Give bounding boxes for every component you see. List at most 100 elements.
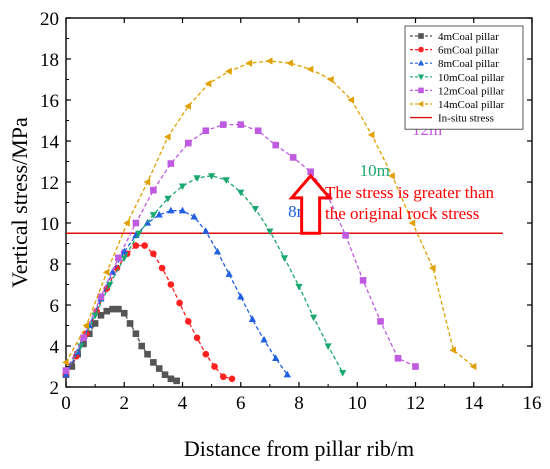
- data-point: [204, 79, 212, 88]
- y-tick-label: 4: [50, 337, 60, 358]
- data-point: [367, 131, 375, 139]
- data-point: [289, 154, 297, 161]
- annotation-text-line2: the original rock stress: [325, 204, 479, 223]
- data-point: [135, 230, 143, 238]
- data-point: [449, 346, 457, 354]
- data-point: [266, 228, 274, 236]
- legend-label: 8mCoal pillar: [438, 58, 499, 70]
- y-tick-label: 16: [40, 91, 59, 112]
- legend-marker: [418, 33, 424, 39]
- data-point: [237, 121, 245, 128]
- x-axis-title: Distance from pillar rib/m: [184, 436, 414, 461]
- data-point: [150, 250, 157, 258]
- data-point: [202, 350, 210, 358]
- data-point: [190, 212, 198, 220]
- data-point: [272, 354, 280, 361]
- data-point: [164, 195, 172, 203]
- data-point: [120, 247, 128, 255]
- data-point: [123, 219, 130, 227]
- data-point: [176, 299, 183, 307]
- data-point: [225, 270, 233, 277]
- y-tick-label: 20: [40, 9, 59, 30]
- series-line: [65, 60, 475, 368]
- data-point: [307, 168, 314, 176]
- legend-box: [404, 25, 524, 130]
- data-point: [342, 232, 349, 239]
- data-point: [76, 343, 85, 350]
- data-point: [280, 255, 289, 262]
- data-point: [219, 121, 227, 128]
- data-point: [211, 363, 218, 370]
- legend-label: 12mCoal pillar: [438, 85, 505, 97]
- legend-marker: [418, 87, 424, 94]
- data-point: [161, 371, 169, 378]
- data-point: [228, 375, 236, 383]
- y-tick-label: 6: [50, 296, 60, 317]
- data-point: [132, 219, 140, 227]
- data-point: [149, 212, 158, 219]
- data-point: [143, 178, 151, 186]
- y-tick-label: 2: [50, 378, 60, 399]
- data-point: [185, 318, 192, 325]
- data-point: [126, 320, 134, 327]
- data-point: [132, 242, 140, 249]
- x-tick-label: 14: [464, 393, 484, 414]
- data-point: [283, 370, 291, 378]
- data-point: [115, 254, 122, 262]
- data-point: [132, 330, 140, 337]
- data-point: [222, 177, 230, 184]
- data-point: [272, 141, 279, 149]
- legend-label: 14mCoal pillar: [438, 99, 505, 111]
- y-tick-label: 8: [50, 255, 60, 276]
- data-point: [109, 305, 116, 313]
- data-point: [167, 160, 175, 167]
- data-point: [408, 219, 416, 227]
- data-point: [260, 335, 268, 343]
- data-point: [193, 334, 201, 342]
- data-point: [324, 343, 332, 350]
- y-axis: 2 4 6 8 10 12 14 16 18 20: [40, 9, 532, 399]
- data-point: [167, 281, 175, 288]
- data-point: [173, 377, 180, 385]
- data-point: [120, 309, 128, 317]
- series-line: [65, 175, 344, 373]
- data-point: [237, 292, 245, 300]
- data-point: [202, 227, 210, 234]
- series-label: 10m: [360, 161, 390, 180]
- data-point: [412, 363, 419, 370]
- series-3: [62, 206, 291, 378]
- data-point: [167, 206, 175, 214]
- data-point: [377, 318, 384, 325]
- y-tick-label: 12: [40, 173, 59, 194]
- data-point: [219, 373, 227, 381]
- legend-marker: [417, 59, 425, 66]
- data-point: [254, 127, 262, 135]
- x-tick-label: 12: [406, 393, 425, 414]
- legend-label: 4mCoal pillar: [438, 31, 499, 43]
- data-point: [248, 315, 257, 322]
- y-tick-label: 18: [40, 50, 59, 71]
- data-point: [144, 350, 151, 358]
- x-tick-label: 10: [348, 393, 367, 414]
- data-point: [150, 186, 157, 194]
- legend-marker: [417, 74, 425, 81]
- y-tick-label: 10: [40, 214, 59, 235]
- series-5: [62, 121, 419, 374]
- data-point: [167, 375, 175, 383]
- annotation-arrow: [288, 173, 333, 235]
- legend-label: In-situ stress: [438, 113, 494, 125]
- data-point: [306, 65, 314, 73]
- data-point: [120, 255, 128, 262]
- data-point: [155, 365, 163, 372]
- data-point: [62, 358, 69, 367]
- x-tick-label: 6: [236, 393, 246, 414]
- data-point: [62, 367, 70, 374]
- data-point: [106, 281, 114, 289]
- data-point: [82, 321, 90, 330]
- data-point: [265, 57, 273, 65]
- data-point: [97, 311, 105, 319]
- legend-marker: [418, 46, 424, 53]
- data-point: [251, 206, 259, 213]
- data-point: [185, 139, 192, 147]
